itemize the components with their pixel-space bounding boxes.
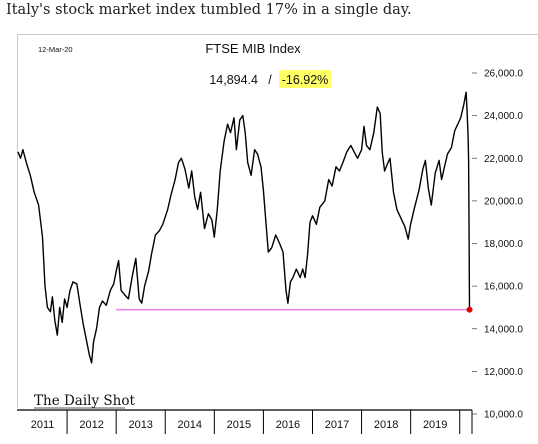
x-tick-label: 2013 [128, 419, 152, 431]
y-tick-label: 24,000.0 [484, 111, 523, 122]
y-tick-label: 10,000.0 [484, 410, 523, 421]
change-label: -16.92% [282, 73, 329, 87]
y-tick-label: 14,000.0 [484, 324, 523, 335]
value-separator: / [268, 73, 272, 87]
headline: Italy's stock market index tumbled 17% i… [6, 2, 412, 18]
x-tick-label: 2017 [325, 419, 349, 431]
last-point-marker [466, 306, 473, 313]
y-tick-label: 20,000.0 [484, 196, 523, 207]
series-line [17, 91, 471, 364]
date-label: 12-Mar-20 [38, 45, 73, 54]
x-tick-label: 2014 [178, 419, 202, 431]
x-tick-label: 2011 [31, 419, 55, 431]
x-tick-label: 2016 [276, 419, 300, 431]
x-tick-label: 2018 [374, 419, 398, 431]
y-tick-label: 16,000.0 [484, 282, 523, 293]
y-tick-label: 26,000.0 [484, 69, 523, 80]
x-tick-label: 2012 [79, 419, 103, 431]
last-value-label: 14,894.4 [209, 73, 258, 87]
y-tick-label: 22,000.0 [484, 154, 523, 165]
y-tick-label: 12,000.0 [484, 367, 523, 378]
x-tick-label: 2015 [227, 419, 251, 431]
x-tick-label: 2019 [423, 419, 447, 431]
y-tick-label: 18,000.0 [484, 239, 523, 250]
source-logo: The Daily Shot [34, 393, 135, 409]
change-highlight [279, 70, 331, 88]
chart-title: FTSE MIB Index [205, 41, 301, 56]
